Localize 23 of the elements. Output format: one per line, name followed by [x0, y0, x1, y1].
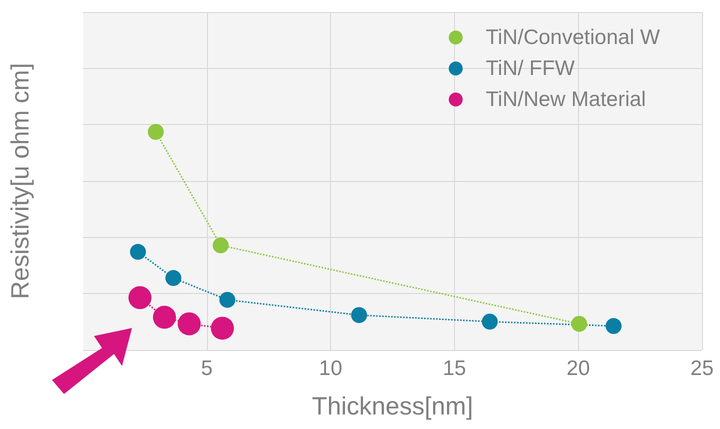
y-axis-title: Resistivity[u ohm cm] [6, 62, 34, 300]
point [165, 270, 182, 286]
point [212, 237, 229, 254]
point [152, 306, 176, 329]
point [571, 316, 588, 332]
x-tick-label: 20 [566, 357, 590, 380]
legend-label: TiN/New Material [486, 88, 646, 111]
point [130, 244, 146, 260]
point [606, 318, 622, 334]
point [219, 292, 236, 308]
point [148, 124, 164, 140]
legend-label: TiN/ FFW [486, 57, 575, 80]
x-axis-title: Thickness[nm] [312, 392, 474, 420]
point [128, 286, 152, 310]
legend-label: TiN/Convetional W [486, 26, 660, 49]
point [210, 316, 234, 340]
x-tick-label: 25 [690, 357, 714, 380]
point [178, 312, 201, 336]
x-tick-label: 10 [318, 357, 342, 380]
point [351, 307, 368, 324]
point [482, 314, 498, 330]
x-tick-label: 15 [442, 357, 466, 380]
x-tick-label: 5 [200, 357, 213, 380]
